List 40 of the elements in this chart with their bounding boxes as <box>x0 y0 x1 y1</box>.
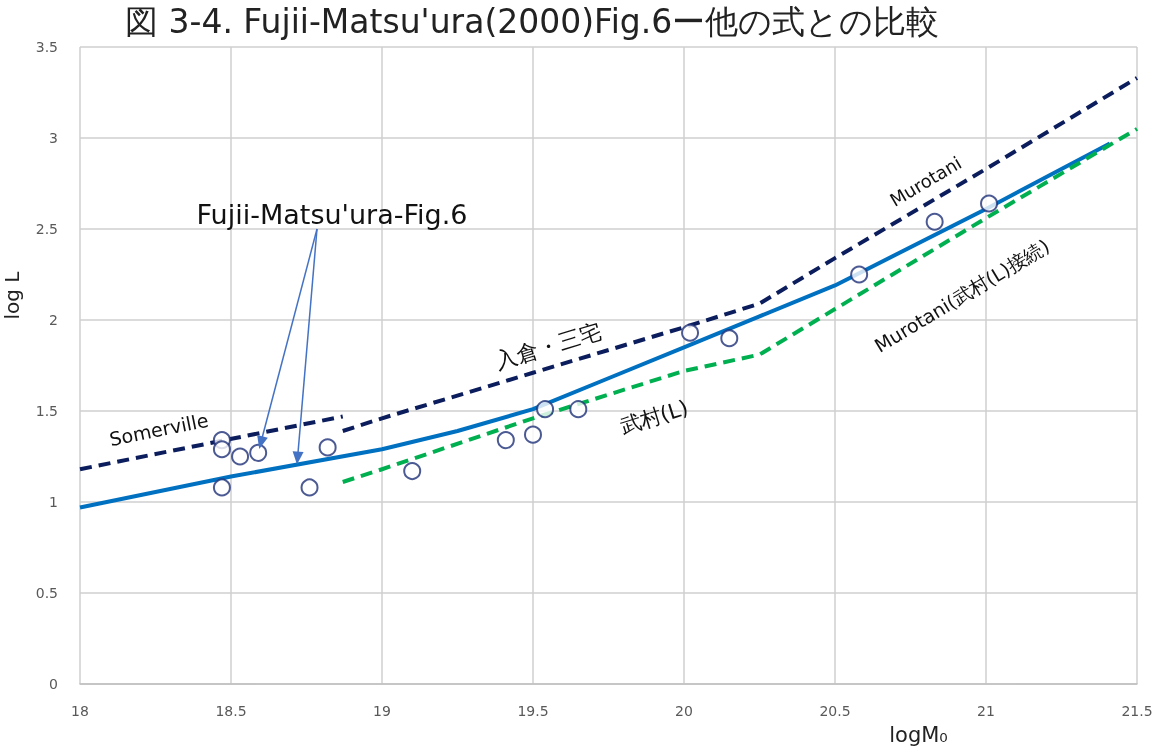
annotation: Fujii-Matsu'ura-Fig.6 <box>196 198 468 230</box>
x-tick-label: 18.5 <box>215 703 247 719</box>
point <box>720 329 739 348</box>
text: Somerville <box>107 408 211 451</box>
point <box>536 400 555 419</box>
x-tick-label: 20 <box>675 703 693 719</box>
line-series <box>78 141 1112 510</box>
point <box>212 478 231 497</box>
y-tick-label: 1 <box>49 494 58 510</box>
point <box>403 462 422 481</box>
y-tick-label: 2 <box>49 312 58 328</box>
point <box>569 400 588 419</box>
x-tick-label: 21 <box>977 703 995 719</box>
y-tick-label: 1.5 <box>35 403 58 419</box>
y-tick-label: 0 <box>49 676 58 692</box>
x-axis-title: logM₀ <box>889 722 948 747</box>
x-tick-label: 18 <box>71 703 89 719</box>
point <box>318 438 337 457</box>
point <box>925 212 944 231</box>
y-tick-label: 0.5 <box>35 585 58 601</box>
point <box>300 478 319 497</box>
point <box>496 431 515 450</box>
point <box>850 265 869 284</box>
x-tick-label: 19.5 <box>517 703 549 719</box>
x-tick-label: 21.5 <box>1121 703 1153 719</box>
point <box>212 440 231 459</box>
chart-title: 図 3-4. Fujii-Matsu'ura(2000)Fig.6ー他の式との比較 <box>125 2 940 41</box>
y-tick-label: 2.5 <box>35 221 58 237</box>
point <box>524 425 542 444</box>
y-tick-label: 3.5 <box>35 39 58 55</box>
text: 武村(L) <box>617 395 692 440</box>
x-tick-label: 20.5 <box>819 703 851 719</box>
point <box>231 447 250 466</box>
y-tick-label: 3 <box>49 130 58 146</box>
x-tick-label: 19 <box>373 703 391 719</box>
point <box>249 443 268 462</box>
text: 入倉・三宅 <box>491 318 605 375</box>
point <box>681 323 700 342</box>
point <box>980 194 999 213</box>
y-axis-title: log L <box>0 270 24 320</box>
